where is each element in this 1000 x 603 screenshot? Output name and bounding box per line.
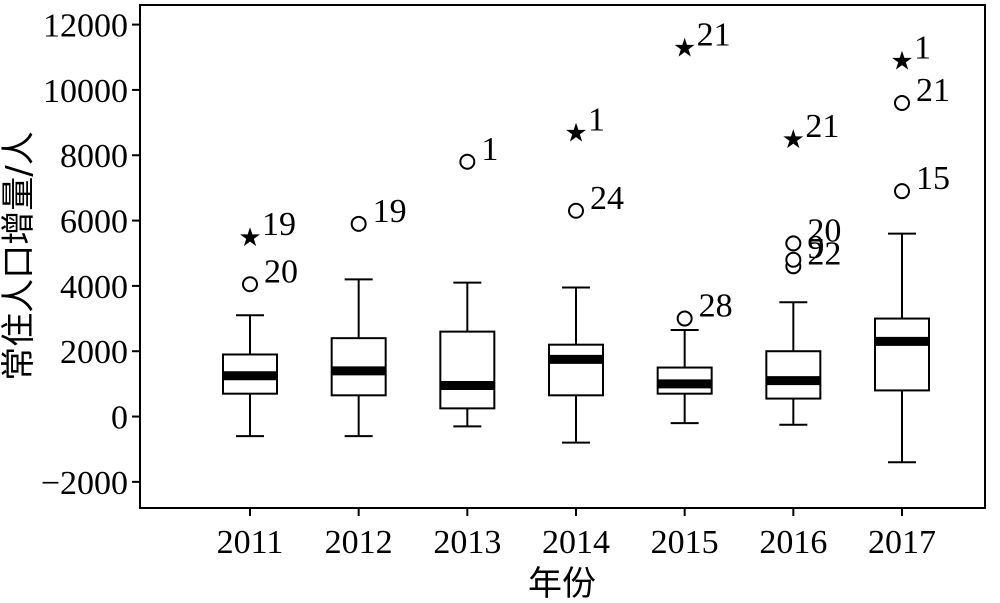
x-tick-label: 2013 xyxy=(433,524,501,561)
outlier-circle xyxy=(894,94,910,111)
box-iqr xyxy=(548,343,604,397)
x-tick-label: 2016 xyxy=(759,524,827,561)
box-iqr xyxy=(765,350,822,400)
outlier-label: 20 xyxy=(807,212,841,249)
x-axis: 2011 2012 2013 2014 2015 2016 2017 xyxy=(217,508,936,561)
outlier-label: 15 xyxy=(916,160,950,197)
outlier-circle xyxy=(350,215,367,232)
outlier-star: ★ xyxy=(564,118,587,148)
outlier-circle xyxy=(785,251,802,268)
outlier-star: ★ xyxy=(890,47,913,77)
outlier-label: 21 xyxy=(805,108,839,145)
y-tick-label: 12000 xyxy=(43,8,128,45)
outlier-label: 1 xyxy=(914,30,931,67)
outlier-label: 22 xyxy=(807,235,841,272)
box-2014: 24 ★ 1 xyxy=(548,101,624,444)
box-iqr xyxy=(874,317,930,392)
x-axis-label: 年份 xyxy=(528,564,596,603)
x-tick-label: 2012 xyxy=(325,524,393,561)
y-tick-label: 2000 xyxy=(60,334,128,371)
outlier-label: 1 xyxy=(588,101,605,138)
y-tick-label: 4000 xyxy=(60,269,128,306)
outlier-label: 20 xyxy=(264,253,298,290)
plot-frame xyxy=(139,4,986,509)
outlier-label: 19 xyxy=(262,206,296,243)
y-tick-label: 6000 xyxy=(60,204,128,241)
y-axis: −2000 0 2000 4000 6000 8000 10000 12000 xyxy=(41,8,140,502)
box-2012: 19 xyxy=(330,193,407,438)
x-tick-label: 2011 xyxy=(217,524,284,561)
x-tick-label: 2014 xyxy=(542,524,610,561)
outlier-label: 21 xyxy=(916,72,950,109)
outlier-circle xyxy=(459,153,476,170)
outlier-circle xyxy=(568,202,584,219)
y-tick-label: 10000 xyxy=(43,73,128,110)
outlier-circle xyxy=(242,276,258,293)
x-tick-label: 2015 xyxy=(651,524,719,561)
box-2011: 20★ 19 xyxy=(222,206,298,438)
outlier-label: 28 xyxy=(699,288,733,325)
outlier-label: 21 xyxy=(697,16,731,53)
outlier-label: 24 xyxy=(590,180,624,217)
outlier-circle xyxy=(785,235,802,252)
y-tick-label: 8000 xyxy=(60,138,128,175)
outlier-label: 19 xyxy=(373,193,407,230)
outlier-star: ★ xyxy=(673,33,696,63)
box-2017: 15 21★ 1 xyxy=(874,30,950,464)
y-tick-label: 0 xyxy=(111,400,128,437)
box-iqr xyxy=(439,330,496,410)
box-2013: 1 xyxy=(439,131,498,428)
y-tick-label: −2000 xyxy=(41,465,128,502)
y-axis-label: 常住人口增量/人 xyxy=(0,131,39,380)
outlier-label: 1 xyxy=(481,131,498,168)
box-2015: 28 ★ 21 xyxy=(656,16,733,425)
outlier-star: ★ xyxy=(238,223,261,253)
outlier-circle xyxy=(894,183,910,200)
x-tick-label: 2017 xyxy=(868,524,936,561)
outlier-star: ★ xyxy=(782,125,805,155)
outlier-label: 9 xyxy=(807,229,824,266)
outlier-circle xyxy=(676,310,693,327)
